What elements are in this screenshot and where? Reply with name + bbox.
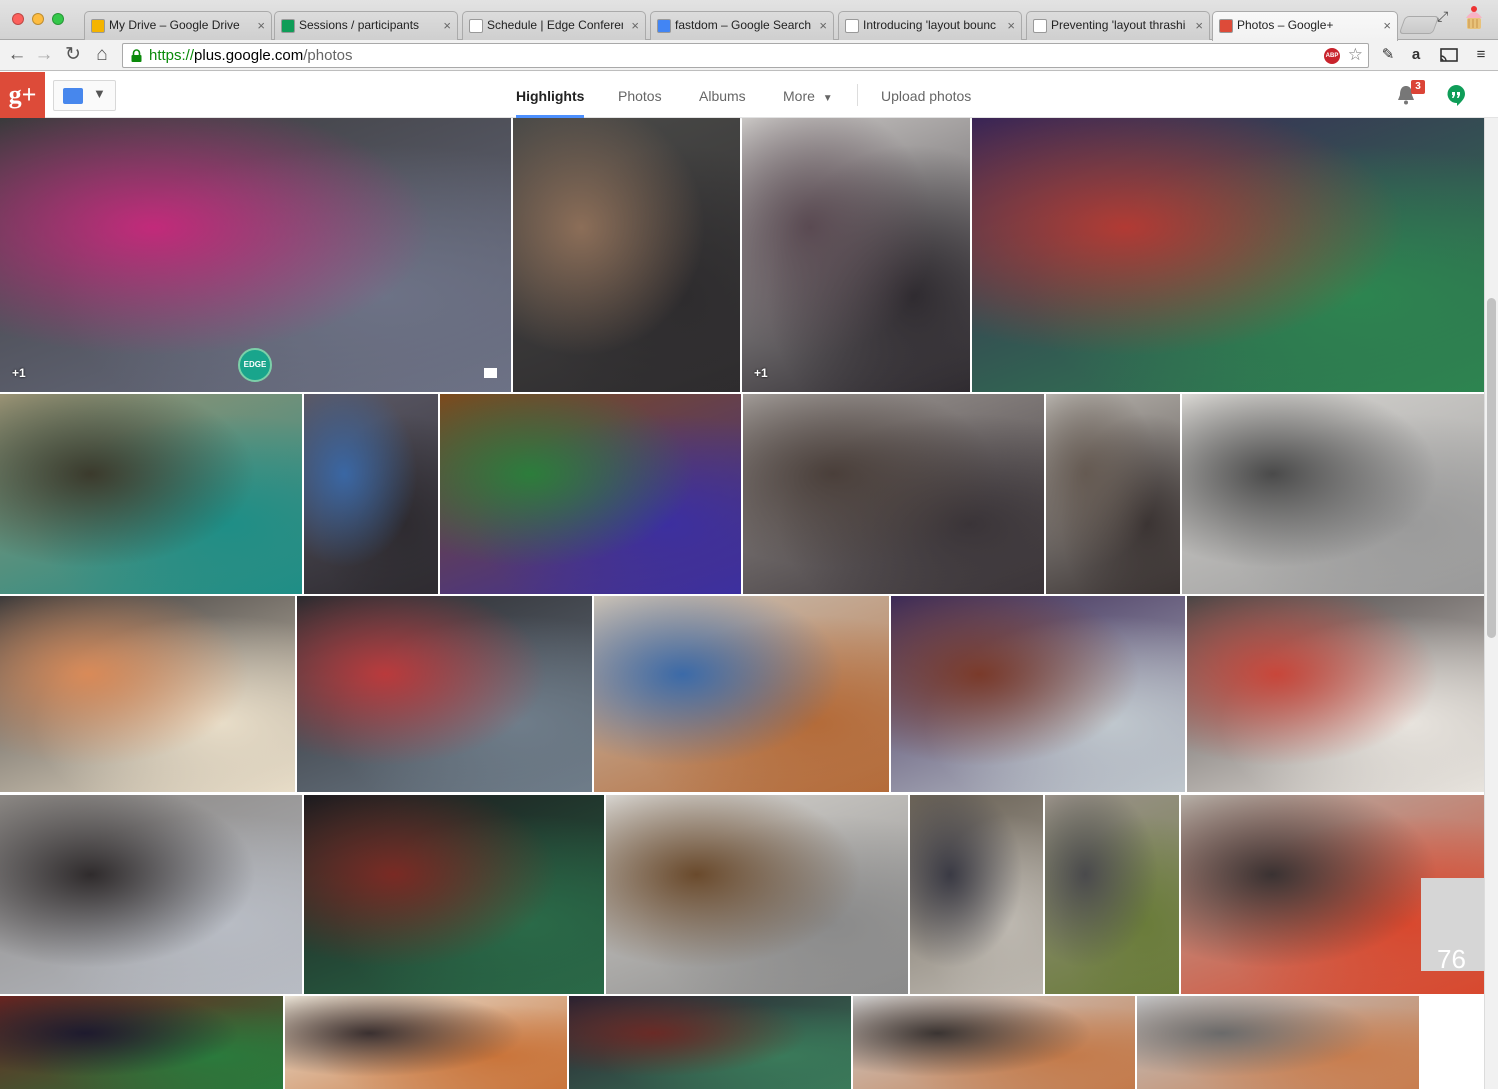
more-photos-count: 76 xyxy=(1437,944,1466,974)
edge-conference-logo: EDGE xyxy=(238,348,272,382)
browser-tab-title: Preventing 'layout thrashi xyxy=(1051,18,1186,32)
chevron-down-icon: ▼ xyxy=(93,86,106,101)
favicon-icon xyxy=(91,19,105,33)
close-tab-icon[interactable]: × xyxy=(257,18,265,33)
comment-icon[interactable] xyxy=(484,368,497,378)
tab-more[interactable]: More ▼ xyxy=(783,72,833,118)
browser-tab[interactable]: Preventing 'layout thrashi × xyxy=(1026,11,1210,40)
notification-count-badge: 3 xyxy=(1411,80,1425,94)
close-tab-icon[interactable]: × xyxy=(819,18,827,33)
photo-thumbnail-panel-wide[interactable] xyxy=(304,795,604,994)
chrome-menu-icon[interactable]: ≡ xyxy=(1476,46,1486,63)
photo-thumbnail-auditorium-wide[interactable] xyxy=(0,394,302,594)
chevron-down-icon: ▼ xyxy=(822,93,833,104)
photo-thumbnail-question-mic[interactable] xyxy=(440,394,741,594)
browser-tab-title: My Drive – Google Drive xyxy=(109,18,240,32)
photo-thumbnail-lunch-chat[interactable] xyxy=(1182,394,1484,594)
tab-more-label: More xyxy=(783,88,815,104)
tab-albums[interactable]: Albums xyxy=(699,88,746,104)
hangouts-icon[interactable] xyxy=(1446,84,1466,108)
browser-tab-title: fastdom – Google Search xyxy=(675,18,811,32)
photo-thumbnail-audience-crowd[interactable] xyxy=(743,394,1044,594)
photo-thumbnail-smiling-cap[interactable] xyxy=(594,596,889,792)
browser-tab-strip: My Drive – Google Drive × Sessions / parti… xyxy=(0,0,1498,41)
photos-switcher-button[interactable]: ▼ xyxy=(53,80,116,111)
photo-thumbnail-room-standing[interactable] xyxy=(297,596,592,792)
photo-thumbnail-bald-glasses[interactable] xyxy=(1045,795,1179,994)
forward-arrow-icon[interactable]: → xyxy=(34,44,54,65)
notifications-bell-icon[interactable] xyxy=(1396,84,1416,106)
reload-icon[interactable]: ↻ xyxy=(65,44,81,65)
browser-tab[interactable]: Sessions / participants × xyxy=(274,11,458,40)
upload-photos-link[interactable]: Upload photos xyxy=(881,88,972,104)
browser-tab[interactable]: Schedule | Edge Conferen × xyxy=(462,11,646,40)
favicon-icon xyxy=(281,19,295,33)
bookmark-star-icon[interactable]: ☆ xyxy=(1347,45,1363,64)
photo-thumbnail-audience-front[interactable] xyxy=(0,795,302,994)
favicon-icon xyxy=(657,19,671,33)
photo-thumbnail-stage-duo[interactable] xyxy=(891,596,1185,792)
browser-tab[interactable]: Photos – Google+ × xyxy=(1212,11,1398,41)
browser-tab-title: Photos – Google+ xyxy=(1237,18,1334,32)
photo-thumbnail-attendee-glasses[interactable] xyxy=(1046,394,1180,594)
browser-tab[interactable]: fastdom – Google Search × xyxy=(650,11,834,40)
favicon-icon xyxy=(469,19,483,33)
home-icon[interactable]: ⌂ xyxy=(96,44,108,65)
browser-tab[interactable]: Introducing 'layout bounc × xyxy=(838,11,1022,40)
photo-thumbnail-stage-far[interactable] xyxy=(569,996,851,1089)
close-tab-icon[interactable]: × xyxy=(1383,18,1391,33)
photo-thumbnail-ginger-closeup[interactable] xyxy=(1137,996,1419,1089)
tab-highlights[interactable]: Highlights xyxy=(516,72,585,118)
photo-thumbnail-audience-listening[interactable] xyxy=(1187,596,1484,792)
photo-thumbnail-speaker-redhead[interactable] xyxy=(0,596,295,792)
amazon-icon[interactable]: a xyxy=(1411,46,1421,63)
photo-thumbnail-attendee-profile[interactable] xyxy=(910,795,1043,994)
back-arrow-icon[interactable]: ← xyxy=(7,44,27,65)
close-tab-icon[interactable]: × xyxy=(631,18,639,33)
plus-one-count: +1 xyxy=(754,366,768,380)
adblock-icon[interactable]: ABP xyxy=(1324,48,1340,64)
close-window-button[interactable] xyxy=(12,13,24,25)
scrollbar-thumb[interactable] xyxy=(1487,298,1496,638)
favicon-icon xyxy=(1033,19,1047,33)
browser-tab-title: Schedule | Edge Conferen xyxy=(487,18,623,32)
favicon-icon xyxy=(1219,19,1233,33)
nav-divider xyxy=(857,84,858,106)
photo-grid: +1 EDGE +1 xyxy=(0,118,1484,1089)
address-bar[interactable]: https://plus.google.com/photos ABP ☆ xyxy=(122,43,1369,68)
photo-thumbnail-speaker-intro[interactable] xyxy=(0,996,283,1089)
close-tab-icon[interactable]: × xyxy=(443,18,451,33)
tab-photos[interactable]: Photos xyxy=(618,88,662,104)
photo-thumbnail-ginger-smile[interactable] xyxy=(853,996,1135,1089)
new-tab-button[interactable] xyxy=(1398,16,1440,34)
url-text: https://plus.google.com/photos xyxy=(149,47,353,64)
photo-thumbnail-panel-stage[interactable] xyxy=(972,118,1484,392)
photo-thumbnail-photographer[interactable]: +1 xyxy=(742,118,970,392)
zoom-window-button[interactable] xyxy=(52,13,64,25)
photo-thumbnail-laptop-redhead[interactable] xyxy=(285,996,567,1089)
more-photos-tile[interactable]: 76 xyxy=(1421,878,1484,974)
browser-toolbar: ← → ↻ ⌂ https://plus.google.com/photos A… xyxy=(0,40,1498,71)
lock-icon xyxy=(131,49,142,62)
gplus-header: g+ ▼ Highlights Photos Albums More ▼ Upl… xyxy=(0,72,1498,118)
minimize-window-button[interactable] xyxy=(32,13,44,25)
photo-thumbnail-audience-row[interactable] xyxy=(513,118,740,392)
photo-thumbnail-attendee-plaid[interactable] xyxy=(304,394,438,594)
close-tab-icon[interactable]: × xyxy=(1007,18,1015,33)
cast-icon[interactable] xyxy=(1438,44,1460,66)
browser-tab-title: Sessions / participants xyxy=(299,18,420,32)
browser-tab-title: Introducing 'layout bounc xyxy=(863,18,997,32)
gplus-logo[interactable]: g+ xyxy=(0,72,45,118)
photo-thumbnail-audience-laptop[interactable]: +1 EDGE xyxy=(0,118,511,392)
photo-icon xyxy=(63,88,83,104)
photo-thumbnail-conversation[interactable] xyxy=(606,795,908,994)
plus-one-count: +1 xyxy=(12,366,26,380)
browser-tab[interactable]: My Drive – Google Drive × xyxy=(84,11,272,40)
profile-cupcake-icon[interactable] xyxy=(1462,4,1486,32)
eyedropper-icon[interactable]: ✎ xyxy=(1381,46,1395,63)
favicon-icon xyxy=(845,19,859,33)
close-tab-icon[interactable]: × xyxy=(1195,18,1203,33)
page-scrollbar[interactable] xyxy=(1484,118,1498,1089)
fullscreen-icon[interactable]: ⤢ xyxy=(1437,8,1449,24)
